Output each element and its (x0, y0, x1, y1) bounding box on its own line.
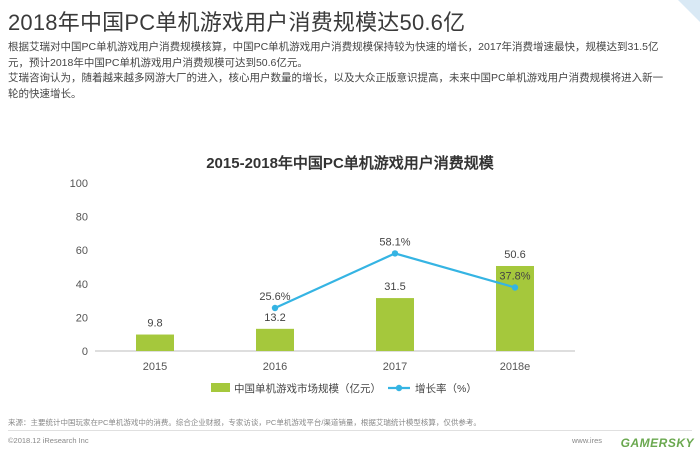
gamersky-watermark: GAMERSKY (620, 436, 694, 450)
chart-title: 2015-2018年中国PC单机游戏用户消费规模 (206, 155, 494, 172)
page-title: 2018年中国PC单机游戏用户消费规模达50.6亿 (8, 10, 466, 35)
x-tick-label: 2018e (500, 361, 531, 373)
bar-value-label: 13.2 (264, 312, 285, 324)
footer-divider (8, 430, 692, 431)
legend-swatch-line-dot (395, 384, 403, 392)
growth-point (271, 304, 279, 312)
bar-value-label: 9.8 (147, 318, 162, 330)
legend-swatch-bars (211, 383, 230, 392)
intro-paragraph-1: 根据艾瑞对中国PC单机游戏用户消费规模核算，中国PC单机游戏用户消费规模保持较为… (8, 41, 659, 69)
copyright-text: ©2018.12 iResearch Inc (8, 436, 89, 445)
growth-point (391, 250, 399, 257)
y-tick-label: 100 (70, 178, 88, 190)
growth-label: 58.1% (379, 236, 410, 248)
source-note: 来源：主要统计中国玩家在PC单机游戏中的消费。综合企业财报，专家访谈，PC单机游… (8, 418, 481, 427)
bar-value-label: 50.6 (504, 249, 525, 261)
y-tick-label: 60 (76, 245, 88, 257)
y-tick-label: 0 (82, 346, 88, 358)
intro-text: 根据艾瑞对中国PC单机游戏用户消费规模核算，中国PC单机游戏用户消费规模保持较为… (8, 40, 668, 102)
bar (496, 265, 534, 351)
growth-label: 25.6% (259, 291, 290, 303)
y-tick-label: 20 (76, 312, 88, 324)
y-tick-label: 40 (76, 279, 88, 291)
bar-value-label: 31.5 (384, 281, 405, 293)
growth-label: 37.8% (499, 270, 530, 282)
growth-point (511, 284, 519, 291)
x-tick-label: 2017 (383, 361, 407, 373)
legend-label-bars: 中国单机游戏市场规模（亿元） (234, 382, 381, 395)
bar (376, 298, 414, 351)
bar (256, 328, 294, 351)
bar (136, 334, 174, 351)
intro-paragraph-2: 艾瑞咨询认为，随着越来越多网游大厂的进入，核心用户数量的增长，以及大众正版意识提… (8, 72, 664, 100)
chart-canvas: 0 20 40 60 80 100 2015 2016 2017 2018e 9.8 13.2 31.5… (70, 178, 575, 395)
y-tick-label: 80 (76, 212, 88, 224)
legend-label-line: 增长率（%） (415, 382, 477, 395)
x-tick-label: 2016 (263, 361, 287, 373)
x-tick-label: 2015 (143, 361, 167, 373)
corner-decoration (678, 0, 700, 22)
brand-url: www.ires (572, 436, 603, 445)
